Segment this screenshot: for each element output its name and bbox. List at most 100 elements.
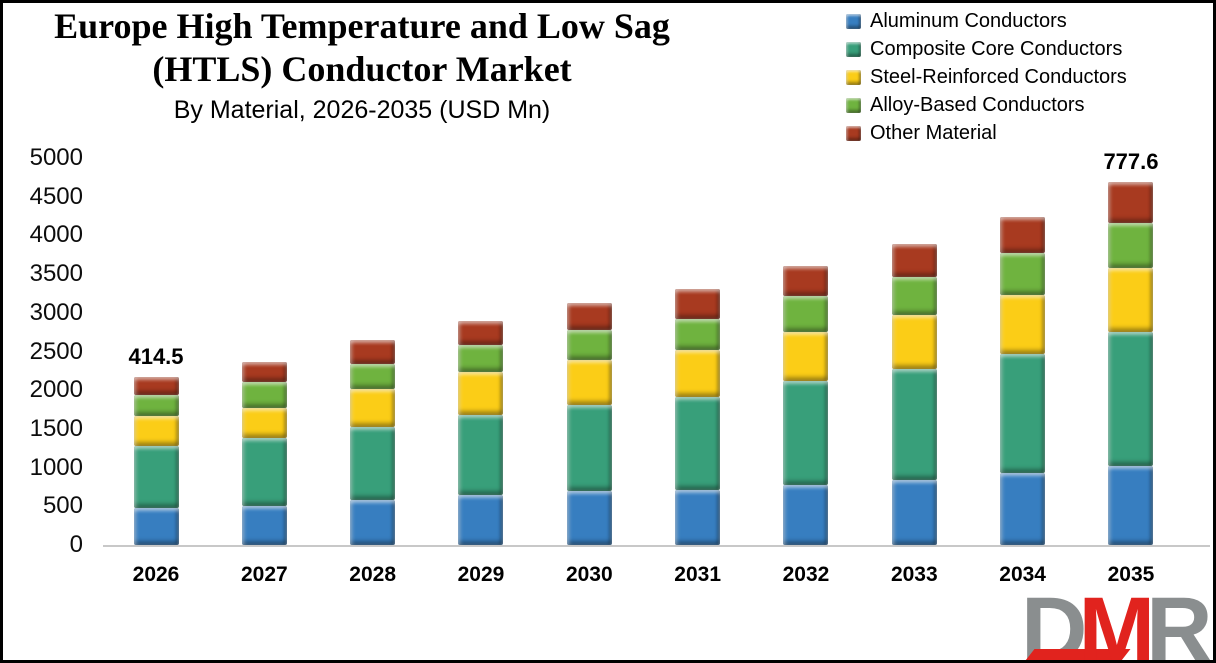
bar-segment (783, 484, 829, 545)
bar-segment (1000, 295, 1046, 355)
legend-item: Composite Core Conductors (846, 35, 1127, 63)
bar-segment (241, 407, 287, 438)
bar-segment (1108, 267, 1154, 333)
stacked-bar-2029 (458, 321, 504, 545)
bar-segment (241, 362, 287, 383)
bar-segment (133, 377, 179, 396)
bar-segment (675, 489, 721, 545)
x-axis-line (103, 545, 1210, 547)
x-axis-label-2026: 2026 (132, 563, 180, 586)
y-axis-tick-label: 4500 (29, 182, 83, 210)
bar-segment (1000, 252, 1046, 295)
data-label-2026: 414.5 (128, 344, 184, 370)
bar-segment (1108, 332, 1154, 466)
stacked-bar-2032 (783, 266, 829, 545)
bar-segment (350, 340, 396, 365)
legend: Aluminum Conductors Composite Core Conduc… (846, 7, 1127, 147)
bar-segment (241, 505, 287, 545)
stacked-bar-2027 (241, 362, 287, 545)
bar-segment (566, 404, 612, 491)
y-axis-tick-label: 5000 (29, 144, 83, 171)
x-axis-label-2031: 2031 (674, 563, 721, 586)
plot-area: 414.5 777.6 (103, 149, 1210, 547)
bar-segment (133, 507, 179, 545)
legend-item: Steel-Reinforced Conductors (846, 63, 1127, 91)
bar-segment (458, 414, 504, 495)
bar-segment (675, 349, 721, 398)
bar-segment (1108, 182, 1154, 223)
y-axis-tick-label: 0 (69, 531, 83, 558)
title-block: Europe High Temperature and Low Sag (HTL… (9, 5, 715, 125)
bar-segment (566, 303, 612, 331)
bar-segment (1000, 354, 1046, 473)
legend-swatch-icon (846, 97, 861, 113)
bar-segment (1108, 222, 1154, 268)
bar-segment (783, 332, 829, 382)
dmr-logo: DMR (1021, 579, 1213, 663)
bar-segment (350, 389, 396, 427)
x-axis-label-2035: 2035 (1107, 563, 1155, 586)
logo-letter-m: M (1078, 579, 1155, 663)
legend-label: Alloy-Based Conductors (870, 93, 1085, 116)
bar-segment (783, 381, 829, 485)
y-axis-tick-label: 1500 (29, 414, 83, 442)
y-axis-tick-label: 4000 (29, 221, 83, 249)
y-axis-tick-label: 2500 (29, 337, 83, 365)
legend-item: Alloy-Based Conductors (846, 91, 1127, 119)
bar-segment (891, 479, 937, 545)
bar-segment (1000, 472, 1046, 545)
logo-letter-d: D (1021, 579, 1088, 663)
bar-segment (566, 330, 612, 361)
bar-segment (133, 395, 179, 416)
x-axis-labels: 2026 2027 2028 2029 2030 2031 2032 2033 2034 2035 (103, 563, 1210, 595)
bar-segment (1000, 216, 1046, 253)
stacked-bar-2031 (675, 288, 721, 545)
y-axis-tick-label: 3500 (29, 260, 83, 288)
data-label-2035: 777.6 (1103, 149, 1159, 175)
x-axis-label-2029: 2029 (457, 563, 505, 586)
y-axis-tick-label: 2000 (29, 376, 83, 404)
bar-segment (241, 437, 287, 506)
bar-segment (675, 288, 721, 319)
bar-segment (891, 369, 937, 480)
chart-title-line-1: Europe High Temperature and Low Sag (54, 6, 670, 46)
legend-swatch-icon (846, 69, 861, 85)
bar-segment (783, 266, 829, 297)
x-axis-label-2034: 2034 (999, 563, 1046, 586)
legend-swatch-icon (846, 13, 861, 29)
y-axis-tick-label: 1000 (29, 453, 83, 481)
bar-segment (458, 372, 504, 415)
stacked-bar-2033 (891, 243, 937, 545)
y-axis: 5000 4500 4000 3500 3000 2500 2000 1500 1000 500 0 (15, 144, 83, 558)
bar-segment (891, 315, 937, 370)
stacked-bar-2030 (566, 303, 612, 545)
bar-segment (783, 296, 829, 333)
y-axis-tick-label: 500 (42, 492, 83, 520)
x-axis-label-2030: 2030 (565, 563, 613, 586)
chart-title-line-2: (HTLS) Conductor Market (152, 49, 572, 89)
x-axis-label-2027: 2027 (240, 563, 288, 586)
bar-segment (350, 499, 396, 545)
bar-segment (133, 415, 179, 446)
legend-label: Aluminum Conductors (870, 9, 1067, 32)
y-axis-tick-label: 3000 (29, 298, 83, 326)
stacked-bar-2034 (1000, 216, 1046, 545)
legend-item: Aluminum Conductors (846, 7, 1127, 35)
bar-segment (566, 490, 612, 545)
legend-label: Steel-Reinforced Conductors (870, 65, 1127, 88)
bar-segment (241, 382, 287, 408)
bar-segment (350, 364, 396, 390)
bar-segment (133, 445, 179, 508)
legend-item: Other Material (846, 119, 1127, 147)
bar-segment (675, 397, 721, 490)
bar-segment (458, 321, 504, 346)
legend-swatch-icon (846, 41, 861, 57)
bar-segment (1108, 465, 1154, 545)
stacked-bar-2028 (350, 340, 396, 545)
bar-segment (350, 426, 396, 500)
bar-segment (675, 319, 721, 350)
legend-label: Other Material (870, 121, 997, 144)
logo-letter-r: R (1146, 579, 1213, 663)
x-axis-label-2033: 2033 (890, 563, 938, 586)
